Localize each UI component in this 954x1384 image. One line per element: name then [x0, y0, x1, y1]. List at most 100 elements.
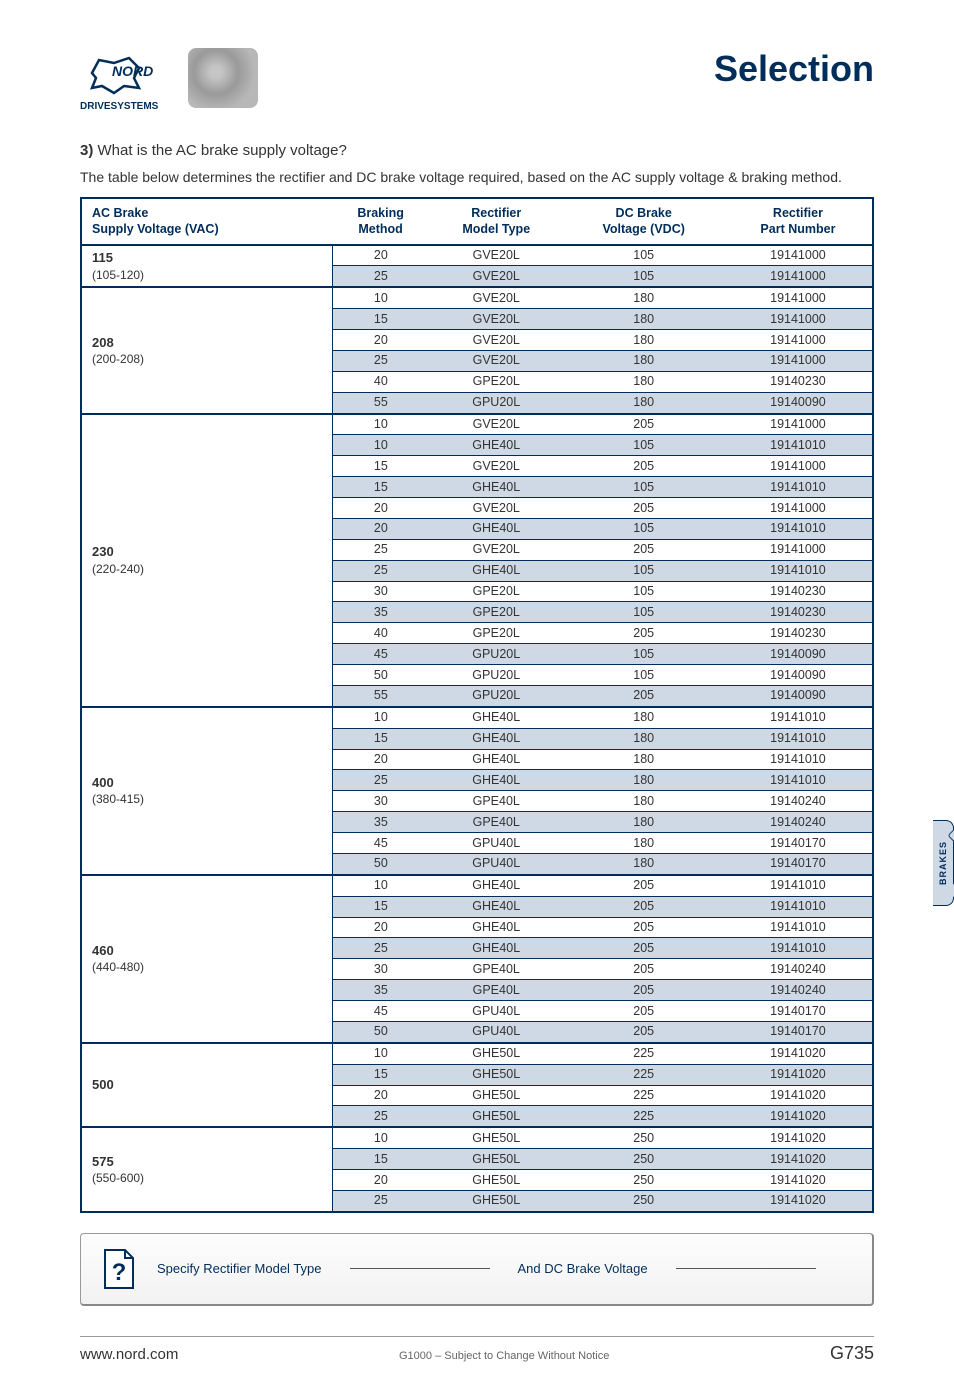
page-title: Selection	[714, 48, 874, 90]
page-footer: www.nord.com G1000 – Subject to Change W…	[80, 1336, 874, 1364]
table-cell: 20	[332, 330, 429, 351]
table-cell: GHE40L	[429, 938, 564, 959]
table-row: 208(200-208)10GVE20L18019141000	[81, 287, 873, 308]
table-cell: 10	[332, 875, 429, 896]
question-text: What is the AC brake supply voltage?	[98, 142, 347, 159]
table-cell: 19141010	[724, 477, 873, 498]
svg-text:NORD: NORD	[112, 63, 153, 79]
table-cell: GPE20L	[429, 371, 564, 392]
table-cell: 19141010	[724, 728, 873, 749]
table-row: 230(220-240)10GVE20L20519141000	[81, 414, 873, 435]
table-cell: GPU20L	[429, 665, 564, 686]
table-cell: GPU20L	[429, 685, 564, 706]
table-cell: GVE20L	[429, 456, 564, 477]
table-cell: 19141020	[724, 1085, 873, 1106]
table-cell: GPE40L	[429, 959, 564, 980]
table-cell: GHE40L	[429, 749, 564, 770]
table-cell: 20	[332, 749, 429, 770]
table-row: 115(105-120)20GVE20L10519141000	[81, 245, 873, 266]
table-cell: 19141020	[724, 1149, 873, 1170]
table-cell: 19141010	[724, 560, 873, 581]
table-cell: 205	[564, 539, 724, 560]
ac-voltage-cell: 400(380-415)	[81, 707, 332, 875]
table-cell: GPU40L	[429, 1021, 564, 1042]
table-cell: 10	[332, 1127, 429, 1148]
table-cell: 19141010	[724, 770, 873, 791]
table-cell: GHE50L	[429, 1149, 564, 1170]
table-cell: 19141010	[724, 896, 873, 917]
table-cell: GHE40L	[429, 477, 564, 498]
table-cell: GHE50L	[429, 1190, 564, 1211]
table-cell: 30	[332, 581, 429, 602]
table-cell: GPU40L	[429, 1001, 564, 1022]
table-cell: 180	[564, 770, 724, 791]
table-cell: 19141020	[724, 1064, 873, 1085]
table-cell: 19141000	[724, 539, 873, 560]
table-cell: 205	[564, 938, 724, 959]
table-cell: GVE20L	[429, 350, 564, 371]
ac-voltage-cell: 115(105-120)	[81, 245, 332, 288]
fill-line-b	[676, 1268, 816, 1269]
table-cell: GHE50L	[429, 1127, 564, 1148]
table-cell: 19141000	[724, 309, 873, 330]
table-cell: GHE40L	[429, 435, 564, 456]
table-cell: 19140230	[724, 623, 873, 644]
table-cell: 250	[564, 1149, 724, 1170]
table-cell: GPE20L	[429, 581, 564, 602]
table-cell: 19141010	[724, 875, 873, 896]
table-cell: 19140090	[724, 644, 873, 665]
table-cell: 205	[564, 896, 724, 917]
table-cell: 180	[564, 791, 724, 812]
table-cell: 55	[332, 685, 429, 706]
table-cell: GHE50L	[429, 1064, 564, 1085]
table-cell: GPE20L	[429, 602, 564, 623]
table-cell: 180	[564, 330, 724, 351]
table-cell: 19141020	[724, 1170, 873, 1191]
table-cell: 25	[332, 1190, 429, 1211]
table-cell: GHE40L	[429, 770, 564, 791]
table-cell: 45	[332, 644, 429, 665]
table-cell: 205	[564, 917, 724, 938]
footer-page: G735	[830, 1343, 874, 1364]
table-cell: 40	[332, 371, 429, 392]
table-header: RectifierModel Type	[429, 198, 564, 245]
table-cell: 19141000	[724, 350, 873, 371]
table-row: 460(440-480)10GHE40L20519141010	[81, 875, 873, 896]
table-cell: 250	[564, 1127, 724, 1148]
specify-box: ? Specify Rectifier Model Type And DC Br…	[80, 1233, 874, 1306]
table-cell: 20	[332, 498, 429, 519]
footer-site: www.nord.com	[80, 1346, 178, 1363]
table-cell: 205	[564, 959, 724, 980]
table-cell: 105	[564, 581, 724, 602]
side-tab-brakes[interactable]: BRAKES	[933, 820, 954, 906]
table-cell: 25	[332, 938, 429, 959]
table-cell: 10	[332, 414, 429, 435]
table-cell: 180	[564, 287, 724, 308]
table-cell: GVE20L	[429, 539, 564, 560]
table-cell: GVE20L	[429, 287, 564, 308]
table-cell: GHE40L	[429, 707, 564, 728]
table-cell: GVE20L	[429, 266, 564, 287]
ac-voltage-cell: 460(440-480)	[81, 875, 332, 1043]
table-header: DC BrakeVoltage (VDC)	[564, 198, 724, 245]
table-header: AC BrakeSupply Voltage (VAC)	[81, 198, 332, 245]
table-cell: GHE40L	[429, 560, 564, 581]
table-cell: 19140230	[724, 581, 873, 602]
table-cell: 105	[564, 435, 724, 456]
table-cell: 25	[332, 539, 429, 560]
fill-line-a	[350, 1268, 490, 1269]
table-row: 50010GHE50L22519141020	[81, 1043, 873, 1064]
table-cell: 20	[332, 917, 429, 938]
table-cell: GHE40L	[429, 518, 564, 539]
table-cell: GPU40L	[429, 853, 564, 874]
table-header: RectifierPart Number	[724, 198, 873, 245]
table-cell: 105	[564, 560, 724, 581]
table-cell: 50	[332, 665, 429, 686]
table-cell: 180	[564, 853, 724, 874]
table-cell: GHE50L	[429, 1043, 564, 1064]
ac-voltage-cell: 208(200-208)	[81, 287, 332, 413]
table-cell: 20	[332, 245, 429, 266]
table-cell: 105	[564, 644, 724, 665]
table-cell: 19141000	[724, 245, 873, 266]
table-cell: 20	[332, 1085, 429, 1106]
